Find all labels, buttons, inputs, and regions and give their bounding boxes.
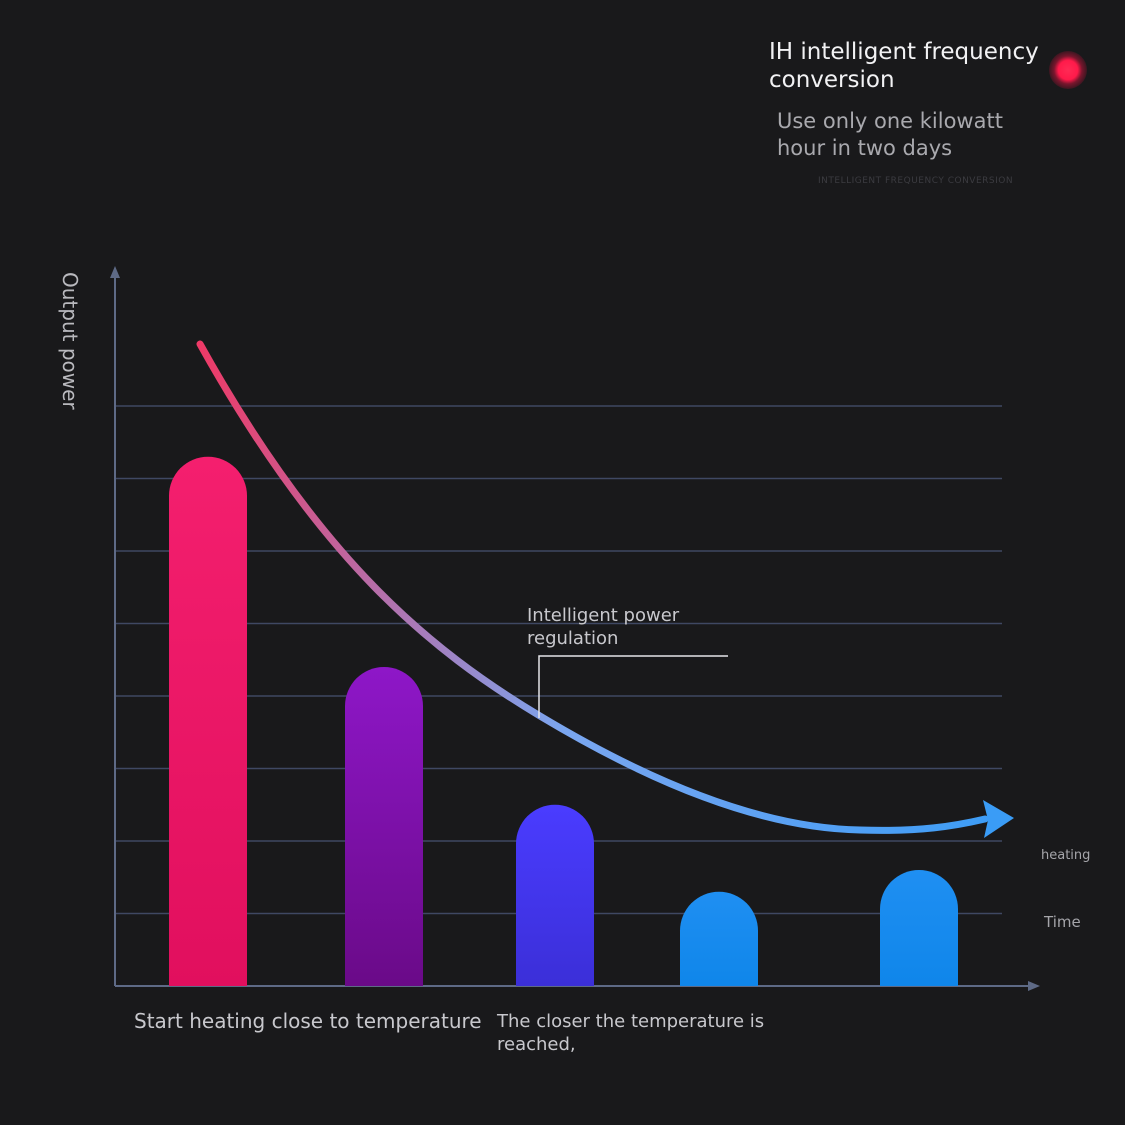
caption-closer-temperature: The closer the temperature is reached, [497, 1011, 765, 1055]
bar-2 [345, 667, 423, 986]
trend-curve [196, 340, 989, 834]
bar-5 [880, 870, 958, 986]
x-axis-arrow-icon [1028, 981, 1040, 991]
header-subtitle: Use only one kilowatt hour in two days [777, 109, 1003, 160]
bar-3 [516, 804, 594, 986]
annotation-leader-line [538, 655, 728, 718]
legend-heating: heating [1041, 848, 1091, 863]
caption-start-heating: Start heating close to temperature [134, 1009, 482, 1033]
x-axis-label: Time [1044, 913, 1081, 931]
trend-annotation: Intelligent power regulation [527, 604, 687, 650]
bar-1 [169, 456, 247, 986]
trend-arrow-icon [983, 800, 1014, 838]
bar-4 [680, 891, 758, 986]
y-axis-label: Output power [58, 272, 82, 410]
indicator-dot-icon [1049, 51, 1087, 89]
header-faint-caption: INTELLIGENT FREQUENCY CONVERSION [818, 176, 1014, 186]
trend-annotation-text: Intelligent power regulation [527, 605, 680, 649]
y-axis-arrow-icon [110, 266, 120, 278]
header-title: IH intelligent frequency conversion [769, 39, 1039, 93]
